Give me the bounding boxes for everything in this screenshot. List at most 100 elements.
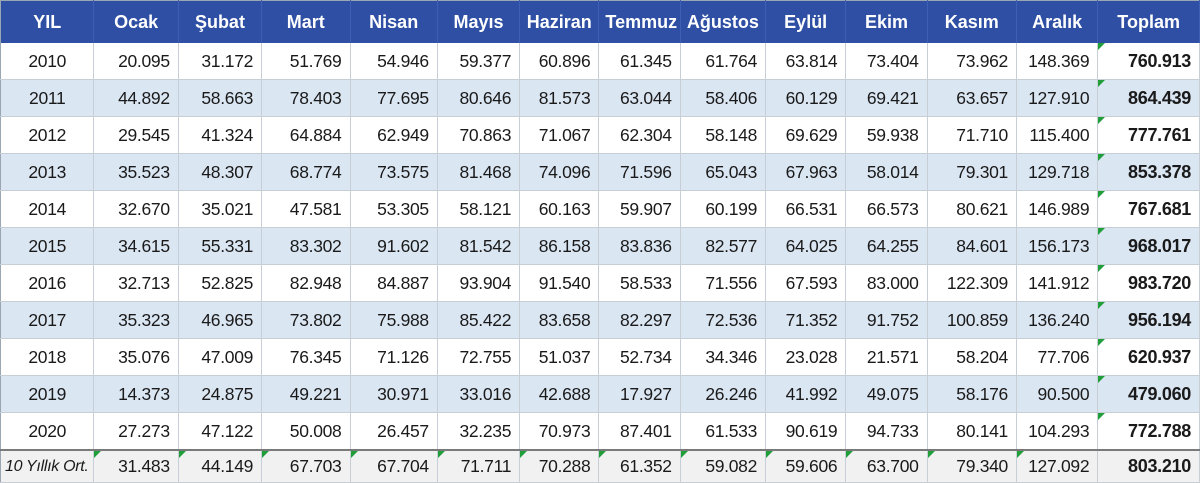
value-cell: 61.764 <box>680 43 767 80</box>
value-cell: 146.989 <box>1016 190 1099 228</box>
average-label: 10 Yıllık Ort. <box>0 449 95 483</box>
average-total-cell: 803.210 <box>1097 449 1200 483</box>
average-value-cell: 61.352 <box>598 449 681 483</box>
table-row: 2019 14.373 24.875 49.221 30.971 33.016 42.688… <box>0 375 1200 413</box>
value-cell: 91.752 <box>845 301 928 339</box>
value-cell: 41.992 <box>765 375 847 413</box>
value-cell: 71.067 <box>519 116 600 154</box>
value-cell: 52.825 <box>178 264 263 302</box>
year-cell: 2014 <box>0 190 95 228</box>
column-header-month: Ekim <box>845 0 928 43</box>
value-cell: 63.044 <box>598 79 681 117</box>
value-cell: 35.021 <box>178 190 263 228</box>
value-cell: 42.688 <box>519 375 600 413</box>
value-cell: 63.814 <box>765 43 847 80</box>
value-cell: 84.887 <box>350 264 438 302</box>
value-cell: 81.573 <box>519 79 600 117</box>
year-cell: 2019 <box>0 375 95 413</box>
year-cell: 2017 <box>0 301 95 339</box>
year-cell: 2010 <box>0 43 95 80</box>
value-cell: 94.733 <box>845 412 928 451</box>
total-cell: 956.194 <box>1097 301 1200 339</box>
column-header-month: Şubat <box>178 0 263 43</box>
value-cell: 81.468 <box>437 153 521 191</box>
value-cell: 84.601 <box>927 227 1018 265</box>
table-row: 2013 35.523 48.307 68.774 73.575 81.468 74.096… <box>0 153 1200 191</box>
value-cell: 148.369 <box>1016 43 1099 80</box>
value-cell: 64.884 <box>261 116 351 154</box>
value-cell: 61.345 <box>598 43 681 80</box>
value-cell: 70.973 <box>519 412 600 451</box>
value-cell: 62.949 <box>350 116 438 154</box>
average-value-cell: 67.704 <box>350 449 438 483</box>
table-row: 2012 29.545 41.324 64.884 62.949 70.863 71.067… <box>0 116 1200 154</box>
column-header-month: Kasım <box>927 0 1018 43</box>
value-cell: 73.404 <box>845 43 928 80</box>
value-cell: 90.500 <box>1016 375 1099 413</box>
average-value-cell: 44.149 <box>178 449 263 483</box>
average-value-cell: 67.703 <box>261 449 351 483</box>
column-header-month: Ocak <box>93 0 179 43</box>
table-body: 2010 20.095 31.172 51.769 54.946 59.377 60.896… <box>0 43 1200 483</box>
value-cell: 82.948 <box>261 264 351 302</box>
year-cell: 2011 <box>0 79 95 117</box>
value-cell: 58.176 <box>927 375 1018 413</box>
total-cell: 853.378 <box>1097 153 1200 191</box>
value-cell: 90.619 <box>765 412 847 451</box>
value-cell: 80.621 <box>927 190 1018 228</box>
value-cell: 71.556 <box>680 264 767 302</box>
value-cell: 50.008 <box>261 412 351 451</box>
value-cell: 67.593 <box>765 264 847 302</box>
value-cell: 85.422 <box>437 301 521 339</box>
value-cell: 79.301 <box>927 153 1018 191</box>
column-header-month: Eylül <box>765 0 847 43</box>
table-row: 2018 35.076 47.009 76.345 71.126 72.755 51.037… <box>0 338 1200 376</box>
value-cell: 67.963 <box>765 153 847 191</box>
value-cell: 141.912 <box>1016 264 1099 302</box>
total-cell: 968.017 <box>1097 227 1200 265</box>
column-header-month: Haziran <box>519 0 600 43</box>
value-cell: 71.126 <box>350 338 438 376</box>
value-cell: 82.577 <box>680 227 767 265</box>
value-cell: 35.076 <box>93 338 179 376</box>
value-cell: 51.037 <box>519 338 600 376</box>
value-cell: 47.581 <box>261 190 351 228</box>
table-row: 2011 44.892 58.663 78.403 77.695 80.646 81.573… <box>0 79 1200 117</box>
value-cell: 65.043 <box>680 153 767 191</box>
value-cell: 60.199 <box>680 190 767 228</box>
value-cell: 156.173 <box>1016 227 1099 265</box>
value-cell: 87.401 <box>598 412 681 451</box>
value-cell: 58.148 <box>680 116 767 154</box>
value-cell: 59.377 <box>437 43 521 80</box>
average-value-cell: 79.340 <box>927 449 1018 483</box>
value-cell: 62.304 <box>598 116 681 154</box>
column-header-month: Temmuz <box>598 0 681 43</box>
value-cell: 17.927 <box>598 375 681 413</box>
table-row: 2015 34.615 55.331 83.302 91.602 81.542 86.158… <box>0 227 1200 265</box>
value-cell: 58.533 <box>598 264 681 302</box>
average-value-cell: 31.483 <box>93 449 179 483</box>
table-row: 2020 27.273 47.122 50.008 26.457 32.235 70.973… <box>0 412 1200 451</box>
value-cell: 93.904 <box>437 264 521 302</box>
value-cell: 41.324 <box>178 116 263 154</box>
value-cell: 71.352 <box>765 301 847 339</box>
column-header-month: Mayıs <box>437 0 521 43</box>
average-row: 10 Yıllık Ort. 31.483 44.149 67.703 67.704 71… <box>0 449 1200 483</box>
value-cell: 58.406 <box>680 79 767 117</box>
value-cell: 58.204 <box>927 338 1018 376</box>
value-cell: 26.457 <box>350 412 438 451</box>
value-cell: 75.988 <box>350 301 438 339</box>
value-cell: 129.718 <box>1016 153 1099 191</box>
value-cell: 122.309 <box>927 264 1018 302</box>
value-cell: 46.965 <box>178 301 263 339</box>
value-cell: 83.658 <box>519 301 600 339</box>
year-cell: 2012 <box>0 116 95 154</box>
value-cell: 127.910 <box>1016 79 1099 117</box>
value-cell: 24.875 <box>178 375 263 413</box>
average-value-cell: 70.288 <box>519 449 600 483</box>
value-cell: 14.373 <box>93 375 179 413</box>
value-cell: 58.014 <box>845 153 928 191</box>
value-cell: 23.028 <box>765 338 847 376</box>
year-cell: 2015 <box>0 227 95 265</box>
value-cell: 64.255 <box>845 227 928 265</box>
